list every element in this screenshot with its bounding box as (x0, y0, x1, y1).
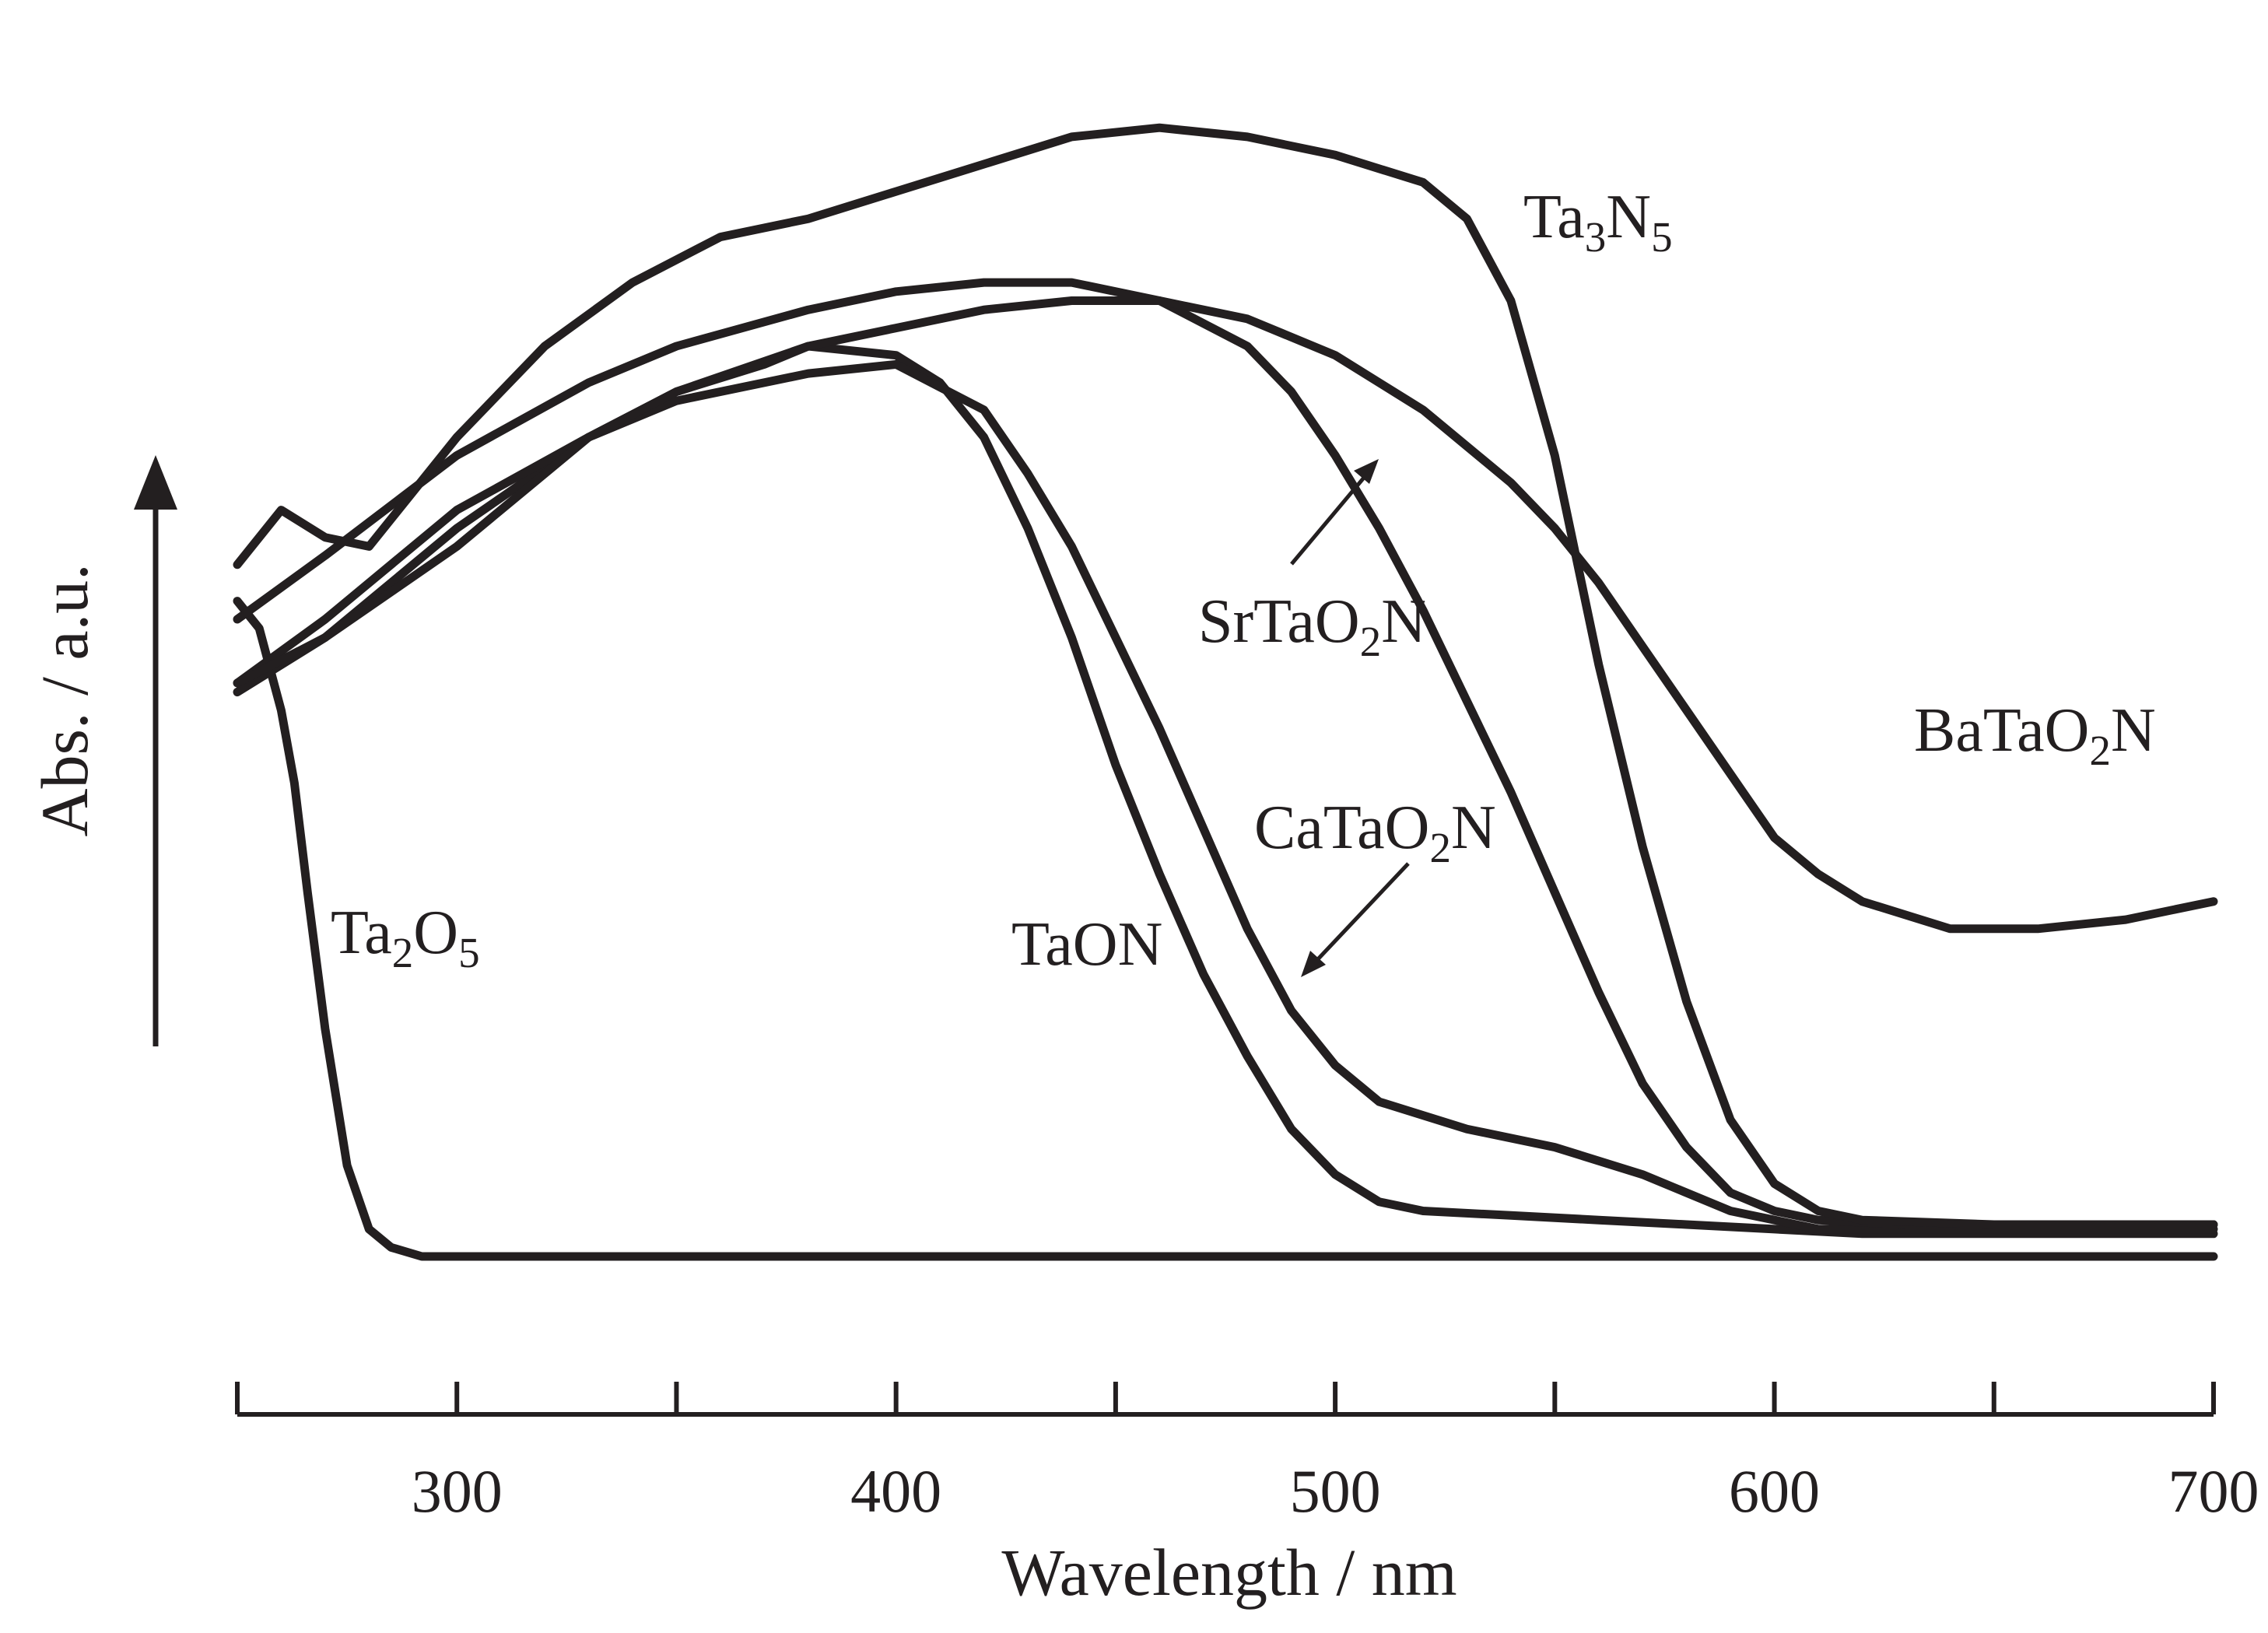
catao2n-arrow-line (1313, 862, 1410, 964)
x-tick-label-700: 700 (2168, 1457, 2259, 1525)
label-text: BaTaO (1914, 696, 2089, 765)
label-subscript: 2 (1360, 618, 1382, 665)
series-line-srtao2n (233, 278, 2218, 1229)
series-label-batao2n: BaTaO2​N (1914, 696, 2156, 774)
series-line-batao2n (233, 296, 2218, 934)
series-label-catao2n: CaTaO2​N (1254, 794, 1496, 871)
label-text: TaON (1011, 910, 1162, 979)
series-line-catao2n (233, 359, 2218, 1234)
series-labels: Ta2​O5​TaONCaTaO2​NSrTaO2​NBaTaO2​NTa3​N… (331, 183, 2156, 979)
srtao2n-arrow-head (1354, 459, 1379, 484)
label-subscript: 5 (458, 929, 480, 976)
x-tick-label-400: 400 (850, 1457, 941, 1525)
label-subscript: 2 (2089, 727, 2111, 774)
label-subscript: 3 (1585, 213, 1607, 261)
x-axis: 300 400 500 600 700 (235, 1382, 2259, 1525)
label-subscript: 5 (1651, 213, 1673, 261)
srtao2n-arrow-line (1290, 471, 1369, 566)
series-line-ta2o5 (233, 597, 2218, 1261)
label-text: O (413, 899, 458, 967)
label-text: N (1451, 794, 1496, 862)
curves-group (233, 123, 2218, 1261)
x-tick-label-600: 600 (1729, 1457, 1820, 1525)
label-subscript: 2 (392, 929, 414, 976)
x-tick-label-300: 300 (412, 1457, 503, 1525)
x-axis-title: Wavelength / nm (1001, 1535, 1456, 1610)
series-label-ta2o5: Ta2​O5​ (331, 899, 480, 976)
label-subscript: 2 (1429, 824, 1451, 871)
y-axis-arrow-head (134, 455, 177, 510)
label-text: Ta (1523, 183, 1585, 251)
label-text: N (1381, 587, 1426, 656)
y-axis-arrow (134, 455, 177, 1046)
label-text: N (1606, 183, 1651, 251)
catao2n-arrow-head (1301, 951, 1326, 977)
label-text: SrTaO (1198, 587, 1360, 656)
series-label-ta3n5: Ta3​N5​ (1523, 183, 1673, 261)
series-label-taon: TaON (1011, 910, 1162, 979)
x-tick-label-500: 500 (1290, 1457, 1381, 1525)
series-line-ta3n5 (233, 123, 2218, 1229)
label-text: Ta (331, 899, 392, 967)
label-text: CaTaO (1254, 794, 1429, 862)
label-text: N (2111, 696, 2156, 765)
y-axis-title: Abs. / a.u. (27, 563, 102, 836)
annotation-arrows (1290, 459, 1410, 977)
series-label-srtao2n: SrTaO2​N (1198, 587, 1426, 665)
